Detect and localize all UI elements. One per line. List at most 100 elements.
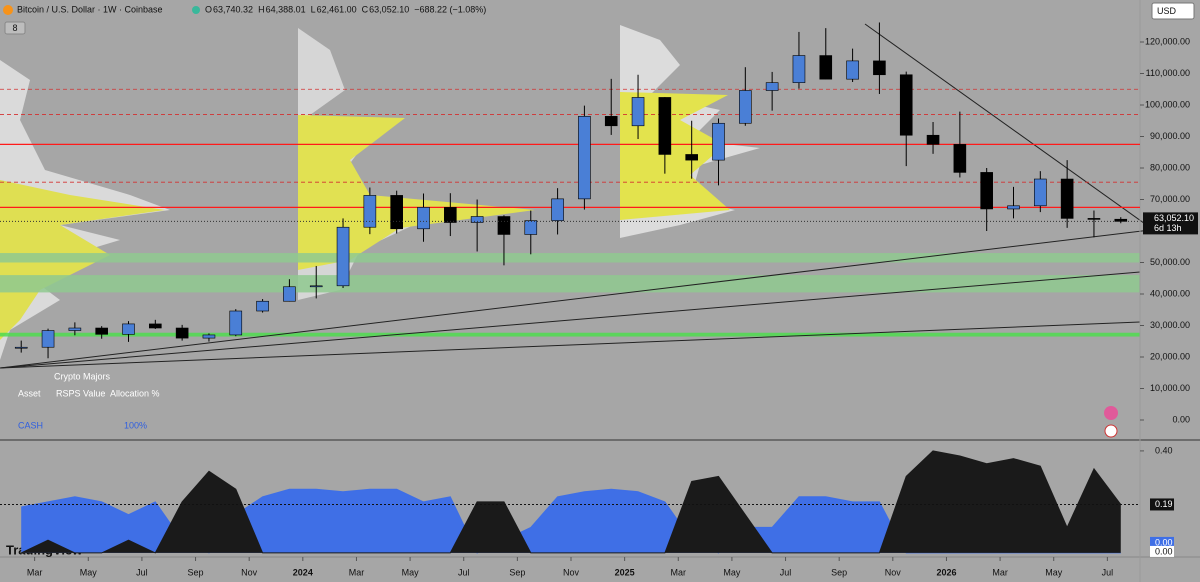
x-tick-label: 2025 <box>615 567 635 577</box>
candle-body <box>95 327 108 335</box>
trendline <box>0 321 1141 369</box>
candle-body <box>578 116 591 200</box>
currency: USD <box>1157 6 1177 16</box>
profile <box>620 92 730 220</box>
candle-body <box>256 300 269 312</box>
trendline <box>0 229 1151 369</box>
badge-label: 0.19 <box>1155 499 1173 509</box>
x-tick-label: May <box>1045 567 1063 577</box>
x-tick-label: Mar <box>671 567 687 577</box>
x-tick-label: 2026 <box>936 567 956 577</box>
y-tick-label: 0.00 <box>1172 414 1190 424</box>
badge-label: 0.00 <box>1155 546 1173 556</box>
candle-body <box>551 198 564 221</box>
y-tick-label: 70,000.00 <box>1150 194 1190 204</box>
y-tick-label: 10,000.00 <box>1150 383 1190 393</box>
candle-body <box>1087 218 1101 220</box>
last-price: 63,052.10 <box>1154 213 1194 223</box>
candle-body <box>14 346 28 349</box>
x-tick-label: Mar <box>27 567 43 577</box>
candle-body <box>470 216 484 223</box>
candle-body <box>283 286 296 302</box>
x-tick-label: Sep <box>831 567 847 577</box>
y-tick-label: 100,000.00 <box>1145 99 1190 109</box>
ohlc-label: O <box>205 4 212 14</box>
y-tick-label: 80,000.00 <box>1150 162 1190 172</box>
x-tick-label: Jul <box>458 567 470 577</box>
candle-body <box>658 97 672 155</box>
candle-body <box>1114 218 1128 222</box>
area-line <box>20 450 1122 554</box>
candle-body <box>819 55 833 80</box>
table-cell: CASH <box>18 420 43 430</box>
table-cell: 100% <box>124 420 147 430</box>
currency-select[interactable] <box>1151 2 1195 20</box>
candle-body <box>336 226 350 287</box>
indicator-count: 8 <box>12 23 17 33</box>
flag-icon[interactable] <box>1104 424 1118 438</box>
candle-body <box>739 90 752 124</box>
badge <box>1150 536 1174 548</box>
symbol: Bitcoin / U.S. Dollar · 1W · Coinbase <box>17 4 163 14</box>
indicator-toggle[interactable] <box>4 21 26 35</box>
x-tick-label: May <box>80 567 98 577</box>
badge-label: 0.00 <box>1155 537 1173 547</box>
volume-profiles <box>0 25 760 360</box>
y-tick-label: 90,000.00 <box>1150 131 1190 141</box>
x-tick-label: Sep <box>509 567 525 577</box>
x-tick-label: Nov <box>885 567 902 577</box>
zone <box>0 332 1140 337</box>
x-tick-label: May <box>402 567 420 577</box>
last-price-badge <box>1143 212 1198 235</box>
table-header: RSPS Value <box>56 388 105 398</box>
table-header: Asset <box>18 388 41 398</box>
candle-body <box>122 323 135 335</box>
candle-body <box>363 195 377 228</box>
ohlc-label: H <box>258 4 265 14</box>
candle-body <box>309 285 323 288</box>
candle-body <box>497 216 511 235</box>
table-title: Crypto Majors <box>54 371 111 381</box>
ohlc-value: 64,388.01 <box>266 4 306 14</box>
candle-body <box>712 122 725 161</box>
ohlc-label: L <box>311 4 316 14</box>
y-tick-label: 40,000.00 <box>1150 288 1190 298</box>
trendline <box>0 271 1141 369</box>
event-icon[interactable] <box>1104 406 1118 420</box>
candle-body <box>390 195 403 230</box>
table-header: Allocation % <box>110 388 160 398</box>
zone <box>0 275 1140 293</box>
candle-body <box>229 310 243 336</box>
countdown: 6d 13h <box>1154 223 1182 233</box>
candle-body <box>1034 178 1047 207</box>
candle-body <box>68 327 82 331</box>
x-tick-label: Nov <box>241 567 258 577</box>
badge <box>1150 498 1174 511</box>
candle-body <box>685 154 698 161</box>
y-tick-label: 50,000.00 <box>1150 257 1190 267</box>
candle-body <box>846 60 859 80</box>
badge <box>1150 545 1174 557</box>
candle-body <box>1007 205 1020 210</box>
y-tick-label: 110,000.00 <box>1146 68 1190 78</box>
zone <box>0 253 1140 263</box>
y-tick-label: 30,000.00 <box>1150 320 1190 330</box>
candle-body <box>524 220 538 235</box>
x-tick-label: Mar <box>992 567 1008 577</box>
candle-body <box>899 74 913 136</box>
candle-body <box>604 116 618 127</box>
candle-body <box>873 60 886 76</box>
candle-body <box>444 207 457 223</box>
candle-body <box>631 97 645 127</box>
symbol-icon <box>3 5 13 15</box>
candle-body <box>149 323 162 329</box>
x-tick-label: Jul <box>136 567 148 577</box>
y-tick-label: 120,000.00 <box>1145 36 1190 46</box>
ohlc-value: 63,740.32 <box>213 4 253 14</box>
x-tick-label: Nov <box>563 567 580 577</box>
candle-body <box>926 134 940 145</box>
x-tick-label: Jul <box>1102 567 1114 577</box>
profile <box>298 115 535 270</box>
candle-body <box>980 172 993 210</box>
